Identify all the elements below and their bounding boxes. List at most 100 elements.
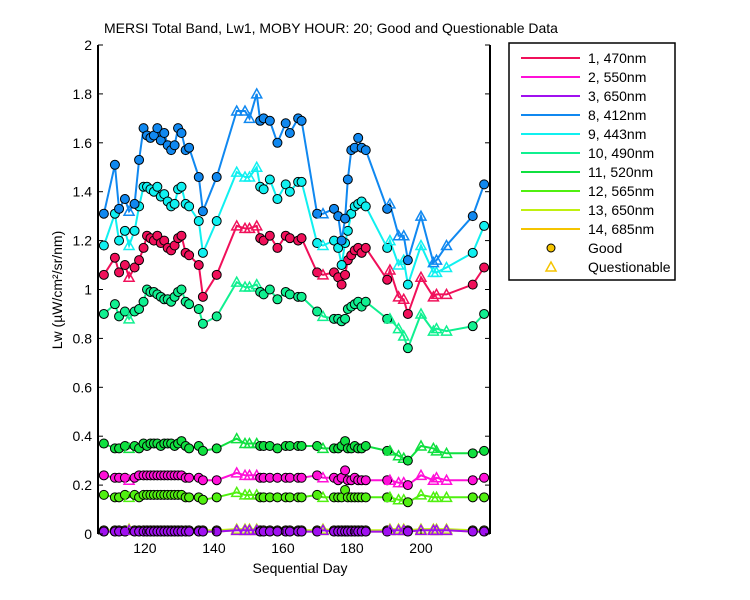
legend-label: 8, 412nm [588, 107, 646, 123]
questionable-point [430, 523, 443, 536]
good-point [382, 274, 393, 285]
questionable-point [230, 165, 243, 177]
questionable-point [414, 488, 428, 500]
questionable-point [427, 324, 440, 336]
questionable-point [440, 238, 453, 251]
good-point [467, 321, 478, 332]
good-point [197, 445, 208, 456]
questionable-point [430, 471, 443, 483]
good-point [211, 475, 222, 486]
questionable-point [122, 204, 136, 217]
questionable-point [414, 238, 428, 251]
good-point [129, 262, 140, 273]
good-point [479, 492, 490, 503]
good-point [159, 128, 170, 139]
chart-title: MERSI Total Band, Lw1, MOBY HOUR: 20; Go… [104, 20, 558, 36]
good-point [211, 216, 222, 227]
questionable-point [316, 268, 330, 280]
good-point [98, 470, 109, 481]
good-point [264, 115, 275, 126]
good-point [284, 289, 295, 300]
questionable-point [392, 290, 405, 302]
good-point [98, 526, 109, 537]
good-point [193, 216, 204, 227]
questionable-point [383, 523, 397, 536]
good-point [211, 443, 222, 454]
good-point [109, 252, 120, 263]
good-point [342, 225, 353, 236]
y-tick-label: 0.2 [73, 477, 93, 493]
good-point [98, 308, 109, 319]
x-tick-label: 120 [133, 540, 157, 556]
questionable-point [414, 270, 428, 283]
questionable-point [430, 287, 443, 300]
good-point [197, 526, 208, 537]
good-point [296, 440, 307, 451]
good-point [467, 448, 478, 459]
good-point [211, 492, 222, 503]
questionable-point [230, 432, 243, 444]
questionable-point [383, 490, 397, 503]
questionable-point [440, 324, 453, 336]
good-point [272, 294, 283, 305]
good-point [467, 279, 478, 290]
legend-label: 10, 490nm [588, 145, 654, 161]
questionable-point [316, 238, 330, 251]
good-point [272, 137, 283, 148]
good-point [402, 308, 413, 319]
legend-good-label: Good [588, 240, 622, 256]
good-point [402, 480, 413, 491]
good-point [98, 208, 109, 219]
good-point [98, 438, 109, 449]
questionable-point [383, 197, 397, 209]
questionable-point [230, 219, 243, 231]
y-tick-label: 0 [84, 526, 92, 542]
legend-box [508, 42, 676, 281]
good-point [169, 140, 180, 151]
questionable-point [243, 488, 256, 500]
good-point [258, 184, 269, 195]
good-point [479, 220, 490, 231]
good-point [360, 145, 371, 156]
good-point [340, 213, 351, 224]
x-tick-label: 140 [202, 540, 226, 556]
questionable-point [250, 87, 264, 99]
good-point [479, 472, 490, 483]
good-point [119, 194, 130, 205]
good-point [264, 284, 275, 295]
good-point [360, 492, 371, 503]
good-point [184, 492, 195, 503]
good-point [184, 443, 195, 454]
questionable-point [316, 441, 330, 454]
questionable-point [427, 473, 440, 485]
good-point [402, 526, 413, 537]
good-point [342, 174, 353, 185]
questionable-point [414, 523, 428, 536]
legend: 1, 470nm 2, 550nm 3, 650nm 8, 412nm 9, 443nm… [508, 42, 676, 281]
y-axis-label: Lw (µW/cm²/sr/nm) [49, 231, 65, 350]
good-point [284, 128, 295, 139]
questionable-point [383, 234, 397, 246]
y-tick-label: 0.4 [73, 428, 93, 444]
questionable-point [250, 219, 264, 231]
good-point [467, 492, 478, 503]
good-point [382, 242, 393, 253]
good-point [272, 242, 283, 253]
good-point [284, 492, 295, 503]
y-tick-label: 1 [84, 282, 92, 298]
good-point [109, 299, 120, 310]
good-point [114, 267, 125, 278]
good-point [176, 230, 187, 241]
x-tick-label: 160 [271, 540, 295, 556]
good-point [119, 225, 130, 236]
good-point [211, 311, 222, 322]
good-point [184, 299, 195, 310]
good-point [184, 142, 195, 153]
questionable-point [414, 439, 428, 451]
good-point [296, 492, 307, 503]
good-point [169, 198, 180, 209]
questionable-point [430, 322, 443, 334]
questionable-point [230, 104, 243, 116]
good-point [280, 179, 291, 190]
